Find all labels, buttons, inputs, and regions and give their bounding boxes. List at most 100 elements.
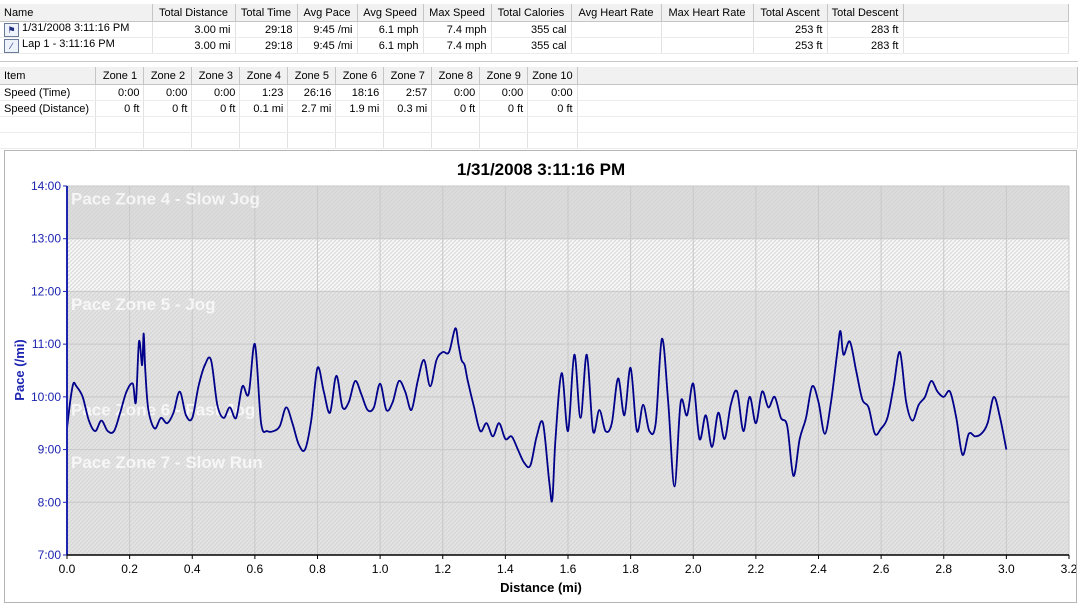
header-filler (903, 4, 1069, 22)
summary-cell: 29:18 (235, 37, 298, 54)
x-tick-label: 2.8 (935, 562, 952, 576)
zone-value-cell: 0 ft (95, 100, 145, 117)
summary-cell: 283 ft (827, 21, 904, 38)
zone-value-cell: 0:00 (527, 84, 578, 101)
x-tick-label: 3.2 (1061, 562, 1076, 576)
x-tick-label: 0.0 (59, 562, 76, 576)
summary-cell (661, 37, 754, 54)
column-header[interactable]: Total Calories (491, 4, 572, 22)
summary-cell (661, 21, 754, 38)
column-header[interactable]: Max Speed (423, 4, 492, 22)
zone-value-cell: 2.7 mi (287, 100, 337, 117)
column-header[interactable]: Zone 6 (335, 67, 385, 85)
pace-series-line (66, 327, 1008, 503)
column-header[interactable]: Zone 10 (527, 67, 578, 85)
column-header[interactable]: Zone 7 (383, 67, 433, 85)
zone-grid: Item Zone 1 Zone 2 Zone 3 Zone 4 Zone 5 Zone 6… (0, 67, 1079, 149)
zone-value-cell: 0:00 (431, 84, 481, 101)
column-header[interactable]: Avg Heart Rate (571, 4, 662, 22)
x-tick-label: 0.6 (247, 562, 264, 576)
column-header[interactable]: Zone 9 (479, 67, 529, 85)
column-header[interactable]: Zone 8 (431, 67, 481, 85)
column-header[interactable]: Zone 5 (287, 67, 337, 85)
x-tick-label: 2.6 (873, 562, 890, 576)
summary-cell: 283 ft (827, 37, 904, 54)
zone-row[interactable]: Speed (Time) 0:00 0:00 0:00 1:23 26:16 18:16 2:… (0, 84, 1079, 101)
y-tick-label: 12:00 (31, 284, 61, 298)
y-tick-label: 8:00 (38, 495, 62, 509)
zone-value-cell: 18:16 (335, 84, 385, 101)
empty-row (0, 116, 1079, 133)
summary-grid: Name Total Distance Total Time Avg Pace Avg … (0, 4, 1078, 62)
zone-item-label: Speed (Time) (0, 84, 97, 101)
zone-value-cell: 0 ft (143, 100, 193, 117)
zone-value-cell: 0.1 mi (239, 100, 289, 117)
column-header[interactable]: Avg Speed (357, 4, 424, 22)
summary-row[interactable]: ∕ Lap 1 - 3:11:16 PM 3.00 mi 29:18 9:45 /mi 6… (0, 37, 1069, 54)
zone-label: Pace Zone 7 - Slow Run (71, 453, 263, 472)
x-tick-label: 2.4 (810, 562, 827, 576)
summary-cell: 355 cal (491, 21, 572, 38)
y-tick-label: 10:00 (31, 390, 61, 404)
summary-cell (571, 21, 662, 38)
column-header[interactable]: Item (0, 67, 97, 85)
zone-value-cell: 0:00 (95, 84, 145, 101)
column-header[interactable]: Total Descent (827, 4, 904, 22)
header-filler (577, 67, 1079, 85)
zone-value-cell: 0:00 (191, 84, 241, 101)
y-tick-label: 11:00 (32, 337, 61, 351)
runner-icon: ⚑ (4, 23, 19, 37)
zone-value-cell: 0.3 mi (383, 100, 433, 117)
column-header[interactable]: Total Time (235, 4, 298, 22)
zone-value-cell: 0 ft (191, 100, 241, 117)
column-header[interactable]: Zone 2 (143, 67, 193, 85)
zone-label: Pace Zone 6 - Fast Jog (71, 400, 255, 419)
zone-item-label: Speed (Distance) (0, 100, 97, 117)
summary-table: Name Total Distance Total Time Avg Pace Avg … (0, 4, 1069, 54)
activity-name: Lap 1 - 3:11:16 PM (22, 38, 115, 50)
column-header[interactable]: Zone 4 (239, 67, 289, 85)
summary-row[interactable]: ⚑ 1/31/2008 3:11:16 PM 3.00 mi 29:18 9:45 /m… (0, 21, 1069, 38)
summary-cell: 6.1 mph (357, 37, 424, 54)
x-tick-label: 2.2 (748, 562, 765, 576)
chart-title: 1/31/2008 3:11:16 PM (457, 160, 625, 179)
column-header[interactable]: Avg Pace (297, 4, 358, 22)
x-tick-label: 1.4 (497, 562, 514, 576)
x-tick-label: 1.8 (622, 562, 639, 576)
column-header[interactable]: Name (0, 4, 153, 22)
zone-label: Pace Zone 4 - Slow Jog (71, 190, 260, 209)
summary-cell: 7.4 mph (423, 21, 492, 38)
column-header[interactable]: Total Distance (152, 4, 236, 22)
zone-value-cell: 0:00 (143, 84, 193, 101)
column-header[interactable]: Zone 1 (95, 67, 145, 85)
y-tick-label: 7:00 (38, 548, 62, 562)
y-tick-label: 9:00 (38, 443, 62, 457)
zone-value-cell: 26:16 (287, 84, 337, 101)
summary-cell: 253 ft (753, 37, 828, 54)
summary-cell: 9:45 /mi (297, 21, 358, 38)
zone-row[interactable]: Speed (Distance) 0 ft 0 ft 0 ft 0.1 mi 2.7 mi… (0, 100, 1079, 117)
zone-table: Item Zone 1 Zone 2 Zone 3 Zone 4 Zone 5 Zone 6… (0, 67, 1079, 149)
zone-value-cell: 2:57 (383, 84, 433, 101)
y-tick-label: 13:00 (31, 232, 61, 246)
x-tick-label: 3.0 (998, 562, 1015, 576)
row-filler (903, 37, 1069, 54)
column-header[interactable]: Total Ascent (753, 4, 828, 22)
column-header[interactable]: Max Heart Rate (661, 4, 754, 22)
x-tick-label: 0.8 (309, 562, 326, 576)
x-tick-label: 1.6 (560, 562, 577, 576)
pace-chart: Pace Zone 4 - Slow Jog Pace Zone 5 - Jog P… (12, 160, 1078, 595)
zone-value-cell: 0:00 (479, 84, 529, 101)
activity-name: 1/31/2008 3:11:16 PM (22, 22, 130, 34)
zone-value-cell: 0 ft (431, 100, 481, 117)
zone-value-cell: 1:23 (239, 84, 289, 101)
row-filler (577, 100, 1079, 117)
column-header[interactable]: Zone 3 (191, 67, 241, 85)
activity-name-cell: ⚑ 1/31/2008 3:11:16 PM (0, 21, 153, 38)
zone-label: Pace Zone 5 - Jog (71, 295, 216, 314)
y-tick-label: 14:00 (31, 179, 61, 193)
row-filler (577, 84, 1079, 101)
x-tick-label: 0.2 (121, 562, 138, 576)
x-tick-label: 2.0 (685, 562, 702, 576)
x-tick-label: 1.0 (372, 562, 389, 576)
